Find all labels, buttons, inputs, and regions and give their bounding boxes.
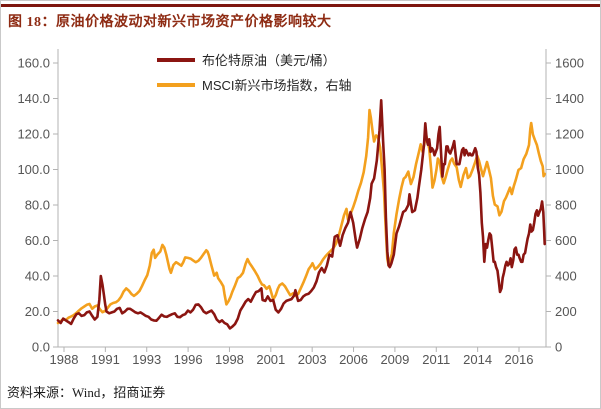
left-axis-label: 60.0 — [25, 233, 50, 248]
left-axis-label: 0.0 — [32, 340, 50, 355]
x-axis-label: 2014 — [463, 352, 492, 367]
brent-line — [56, 99, 547, 330]
right-axis-label: 0 — [555, 340, 562, 355]
right-axis-label: 1200 — [555, 127, 584, 142]
chart-legend: 布伦特原油（美元/桶） MSCI新兴市场指数，右轴 — [157, 47, 352, 97]
right-axis-label: 1400 — [555, 91, 584, 106]
left-axis-label: 160.0 — [17, 56, 50, 71]
source-note: 资料来源：Wind，招商证券 — [7, 385, 166, 400]
msci-line-swatch — [157, 82, 195, 87]
msci-line — [56, 108, 547, 325]
x-axis-label: 1991 — [91, 352, 120, 367]
right-axis-label: 800 — [555, 198, 577, 213]
right-axis-label: 1000 — [555, 162, 584, 177]
x-axis-label: 2009 — [380, 352, 409, 367]
legend-label-brent: 布伦特原油（美元/桶） — [202, 53, 336, 68]
x-axis-label: 2011 — [422, 352, 450, 367]
left-axis-label: 140.0 — [17, 91, 50, 106]
legend-item-msci: MSCI新兴市场指数，右轴 — [157, 72, 352, 97]
left-axis-label: 100.0 — [17, 162, 50, 177]
right-axis-label: 200 — [555, 304, 577, 319]
left-axis-label: 40.0 — [25, 269, 50, 284]
right-axis-label: 1600 — [555, 56, 584, 71]
title-rule — [1, 4, 600, 7]
right-axis-label: 600 — [555, 233, 577, 248]
x-axis-label: 2003 — [298, 352, 327, 367]
left-axis-label: 20.0 — [25, 304, 50, 319]
x-axis-label: 2006 — [339, 352, 368, 367]
chart-title: 图 18：原油价格波动对新兴市场资产价格影响较大 — [8, 15, 332, 30]
brent-line-swatch — [157, 57, 195, 62]
x-axis-label: 2016 — [505, 352, 534, 367]
right-axis-label: 400 — [555, 269, 577, 284]
x-axis-label: 2001 — [256, 352, 285, 367]
left-axis-label: 120.0 — [17, 127, 50, 142]
x-axis-label: 1998 — [215, 352, 244, 367]
left-axis-label: 80.0 — [25, 198, 50, 213]
legend-label-msci: MSCI新兴市场指数，右轴 — [202, 78, 352, 93]
x-axis-label: 1988 — [50, 352, 79, 367]
x-axis-label: 1996 — [174, 352, 203, 367]
x-axis-label: 1993 — [132, 352, 161, 367]
legend-item-brent: 布伦特原油（美元/桶） — [157, 47, 352, 72]
